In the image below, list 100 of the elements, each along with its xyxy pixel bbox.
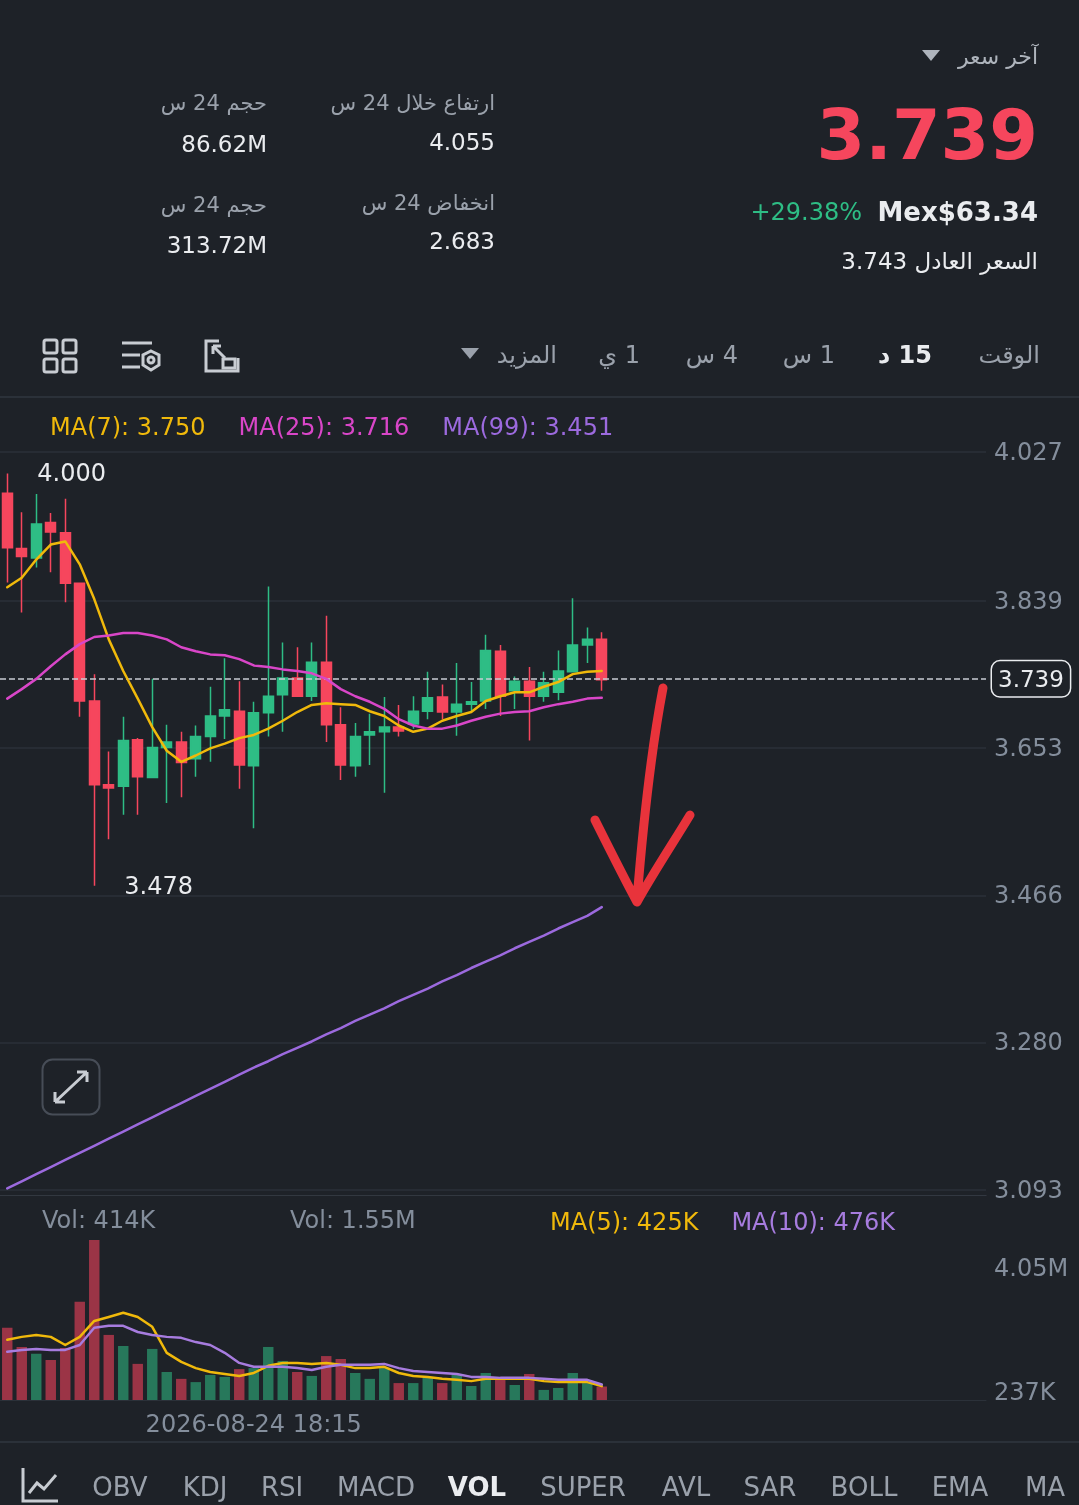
candlestick [291,646,304,697]
candlestick [247,701,260,829]
candlestick [349,722,362,778]
candlestick [218,657,231,740]
annotation: 4.000 [37,459,106,488]
bar [190,1382,201,1400]
candlestick [146,678,159,779]
text: 1 س [782,340,835,369]
text: AVL [661,1471,711,1502]
text: ارتفاع خلال 24 س [330,91,495,116]
text: MACD [337,1471,415,1502]
bar [176,1378,187,1400]
bar [219,1376,230,1400]
candlestick [479,633,492,710]
text: VOL [447,1471,507,1502]
text: 4.055 [429,129,495,156]
line-series [6,1311,603,1388]
bar [466,1386,477,1400]
bar [205,1374,216,1400]
y-tick-label: 3.653 [994,733,1063,762]
candlestick [508,675,521,710]
y-tick-label: 3.466 [994,881,1063,910]
candlestick [334,706,347,781]
bar [350,1372,361,1400]
text: 15 د [877,340,932,369]
text: MA(5): 425K [550,1208,700,1236]
text: السعر العادل 3.743 [841,248,1038,275]
y-tick-label: 3.093 [994,1176,1063,1204]
text: انخفاض 24 س [361,191,495,216]
candlestick [378,696,391,794]
bar [393,1383,404,1400]
y-tick-label: 3.280 [994,1028,1063,1057]
text: MA [1024,1471,1066,1502]
text: 86.62M [181,131,267,158]
candlestick [1,472,14,584]
candlestick [102,750,115,840]
text: MA(99): 3.451 [442,413,614,441]
candlestick [59,498,72,603]
text: OBV [92,1471,148,1502]
text: 2.683 [429,228,495,255]
bar [45,1359,56,1400]
candlestick [566,597,579,673]
bar [422,1377,433,1400]
text: BOLL [830,1471,898,1502]
bar [553,1387,564,1400]
bar [89,1239,100,1400]
line-series [6,1324,603,1386]
candlestick [392,704,405,738]
candlestick [436,683,449,720]
bar [132,1363,143,1400]
bar [596,1386,607,1400]
candlestick [117,716,130,816]
text: حجم 24 س [160,91,267,116]
bar [582,1383,593,1400]
y-tick-label: 4.027 [994,438,1063,467]
line-series [6,631,603,730]
text: SUPER [540,1471,626,1502]
candlestick [581,626,594,664]
text: Mex$63.34 [877,196,1038,227]
text: 3.739 [816,93,1038,176]
candlestick [204,686,217,763]
bar [31,1353,42,1400]
bar [379,1368,390,1400]
bar [306,1375,317,1400]
candlestick [73,582,86,718]
text: 4 س [685,340,738,369]
bar [103,1334,114,1400]
candlestick [131,737,144,816]
text: +29.38% [750,197,862,226]
candlestick [276,641,289,733]
text: الوقت [978,340,1040,369]
annotation: Vol: 414K [42,1206,157,1234]
text: SAR [743,1471,797,1502]
bar [408,1383,419,1400]
candlestick [15,511,28,614]
candlestick [88,673,101,887]
bar [509,1385,520,1400]
candlestick [262,585,275,738]
bar [16,1346,27,1400]
annotation: 3.478 [124,871,193,900]
candlestick [363,712,376,766]
bar [60,1347,71,1400]
text: RSI [260,1471,304,1502]
candlestick [421,671,434,720]
candlestick [30,493,43,569]
candlestick [233,680,246,790]
text: KDJ [182,1471,228,1502]
bar [118,1345,129,1400]
candlestick [465,681,478,713]
candlestick [494,644,507,717]
bar [538,1389,549,1400]
bar [437,1383,448,1400]
x-tick-label: 2026-08-24 18:15 [145,1410,362,1438]
bar [161,1372,172,1400]
candlestick [160,723,173,804]
annotation: Vol: 1.55M [290,1206,416,1234]
text: 313.72M [166,232,267,259]
y-tick-label: 4.05M [994,1254,1069,1283]
y-tick-label: 237K [994,1378,1057,1407]
candlestick [44,512,57,573]
